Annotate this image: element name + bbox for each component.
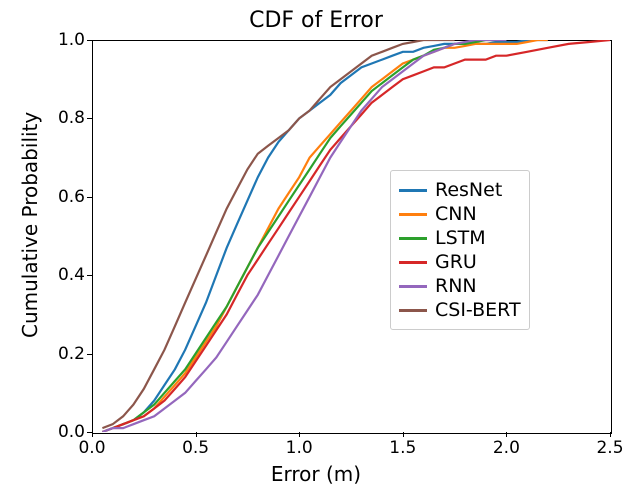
legend-item-resnet: ResNet	[399, 179, 521, 201]
x-tick-mark	[299, 432, 300, 437]
line-svg	[0, 0, 632, 502]
legend-item-lstm: LSTM	[399, 227, 521, 249]
series-line-gru	[102, 40, 610, 432]
legend-swatch	[399, 237, 427, 240]
y-tick-label: 0.4	[47, 265, 85, 285]
x-tick-mark	[196, 432, 197, 437]
y-tick-mark	[87, 118, 92, 119]
legend-label: CSI-BERT	[435, 299, 521, 321]
x-tick-label: 1.0	[279, 438, 319, 458]
cdf-chart: CDF of Error Cumulative Probability 0.00…	[0, 0, 632, 502]
legend-swatch	[399, 261, 427, 264]
legend-item-csi-bert: CSI-BERT	[399, 299, 521, 321]
x-tick-mark	[403, 432, 404, 437]
y-tick-mark	[87, 275, 92, 276]
x-tick-label: 2.0	[486, 438, 526, 458]
x-tick-mark	[92, 432, 93, 437]
y-tick-label: 0.2	[47, 344, 85, 364]
legend-item-cnn: CNN	[399, 203, 521, 225]
y-tick-mark	[87, 40, 92, 41]
legend-swatch	[399, 189, 427, 192]
x-axis-label: Error (m)	[0, 462, 632, 486]
y-tick-label: 0.8	[47, 108, 85, 128]
x-tick-mark	[506, 432, 507, 437]
y-tick-mark	[87, 197, 92, 198]
y-tick-label: 0.6	[47, 187, 85, 207]
legend-item-rnn: RNN	[399, 275, 521, 297]
x-tick-label: 0.5	[176, 438, 216, 458]
legend: ResNetCNNLSTMGRURNNCSI-BERT	[390, 170, 530, 330]
legend-label: LSTM	[435, 227, 486, 249]
legend-label: GRU	[435, 251, 477, 273]
y-tick-mark	[87, 354, 92, 355]
legend-swatch	[399, 309, 427, 312]
x-tick-label: 1.5	[383, 438, 423, 458]
legend-item-gru: GRU	[399, 251, 521, 273]
x-tick-label: 0.0	[72, 438, 112, 458]
legend-label: ResNet	[435, 179, 502, 201]
legend-swatch	[399, 285, 427, 288]
legend-label: CNN	[435, 203, 477, 225]
y-tick-label: 1.0	[47, 30, 85, 50]
x-tick-mark	[610, 432, 611, 437]
legend-swatch	[399, 213, 427, 216]
legend-label: RNN	[435, 275, 477, 297]
x-tick-label: 2.5	[590, 438, 630, 458]
